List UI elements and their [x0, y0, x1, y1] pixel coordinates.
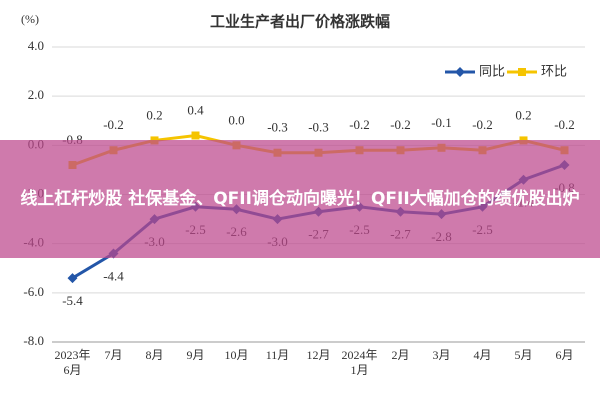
value-label: -0.2 — [349, 117, 370, 132]
value-label: -0.3 — [267, 120, 288, 135]
y-tick-label: 4.0 — [28, 38, 44, 53]
value-label: -0.2 — [390, 117, 411, 132]
x-tick-label: 2月 — [391, 348, 410, 362]
x-tick-label: 10月 — [224, 348, 249, 362]
y-tick-label: -6.0 — [23, 284, 44, 299]
value-label: -0.1 — [431, 115, 452, 130]
x-tick-label: 2024年 1月 — [341, 348, 378, 377]
value-label: -4.4 — [103, 268, 124, 283]
value-label: 0.0 — [228, 112, 244, 127]
y-tick-label: -8.0 — [23, 333, 44, 348]
value-label: -0.2 — [472, 117, 493, 132]
banner-text[interactable]: 线上杠杆炒股 社保基金、QFII调仓动向曝光！QFII大幅加仓的绩优股出炉 — [20, 189, 580, 209]
x-tick-label: 6月 — [555, 348, 574, 362]
value-label: 0.4 — [187, 102, 204, 117]
y-axis-label: (%) — [21, 12, 39, 26]
x-tick-label: 7月 — [104, 348, 123, 362]
value-label: 0.2 — [146, 107, 162, 122]
ad-banner[interactable]: 线上杠杆炒股 社保基金、QFII调仓动向曝光！QFII大幅加仓的绩优股出炉 — [0, 140, 600, 258]
legend-label: 同比 — [479, 65, 505, 80]
point-marker — [67, 273, 78, 284]
x-tick-label: 12月 — [306, 348, 331, 362]
value-label: 0.2 — [515, 107, 531, 122]
x-tick-label: 5月 — [514, 348, 533, 362]
x-tick-label: 9月 — [186, 348, 205, 362]
legend-label: 环比 — [541, 65, 567, 80]
y-tick-label: 2.0 — [28, 87, 44, 102]
value-label: -0.2 — [103, 117, 124, 132]
x-tick-label: 8月 — [145, 348, 164, 362]
point-marker — [455, 67, 465, 77]
chart-title: 工业生产者出厂价格涨跌幅 — [210, 13, 390, 31]
value-label: -0.2 — [554, 117, 575, 132]
point-marker — [518, 68, 526, 76]
x-tick-label: 2023年 6月 — [54, 348, 91, 377]
value-label: -5.4 — [62, 293, 83, 308]
x-tick-label: 3月 — [432, 348, 451, 362]
x-tick-label: 11月 — [265, 348, 290, 362]
x-tick-label: 4月 — [473, 348, 492, 362]
value-label: -0.3 — [308, 120, 329, 135]
point-marker — [191, 131, 200, 140]
